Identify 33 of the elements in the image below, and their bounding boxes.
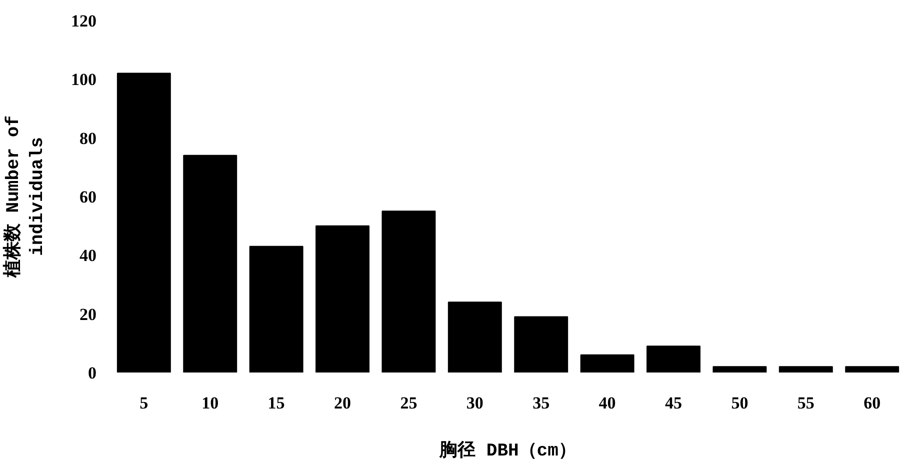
x-tick-label: 40 (598, 394, 616, 412)
y-axis-title: 植株数 Number of individuals (2, 115, 48, 279)
y-tick-label: 0 (88, 364, 96, 382)
y-tick-label: 80 (80, 128, 96, 148)
bar (712, 366, 767, 372)
y-tick-label: 100 (71, 70, 96, 90)
bar (382, 210, 436, 372)
x-tick-label: 45 (664, 394, 682, 412)
x-tick-label: 30 (466, 394, 484, 412)
bar (845, 366, 900, 372)
x-tick-label: 10 (202, 394, 219, 412)
bar (448, 302, 502, 372)
bar (249, 246, 304, 372)
bar (116, 72, 171, 372)
x-tick-label: 60 (864, 394, 881, 412)
bar (646, 346, 700, 372)
x-tick-label: 5 (140, 394, 148, 412)
y-tick-label: 60 (80, 188, 96, 206)
y-tick-label: 40 (80, 246, 96, 266)
x-tick-label: 50 (731, 394, 748, 412)
x-axis-title: 胸径 DBH（cm） (438, 440, 576, 462)
x-tick-label: 35 (532, 394, 550, 412)
x-tick-label: 55 (797, 394, 814, 412)
x-tick-label: 25 (400, 394, 418, 412)
x-tick-label: 20 (334, 394, 352, 412)
bar (183, 154, 238, 372)
bar (778, 366, 833, 372)
bar (514, 316, 568, 372)
x-tick-label: 15 (268, 394, 285, 412)
bar (316, 225, 370, 372)
bar (580, 354, 634, 372)
y-tick-label: 20 (80, 304, 96, 324)
y-tick-label: 120 (71, 12, 96, 30)
